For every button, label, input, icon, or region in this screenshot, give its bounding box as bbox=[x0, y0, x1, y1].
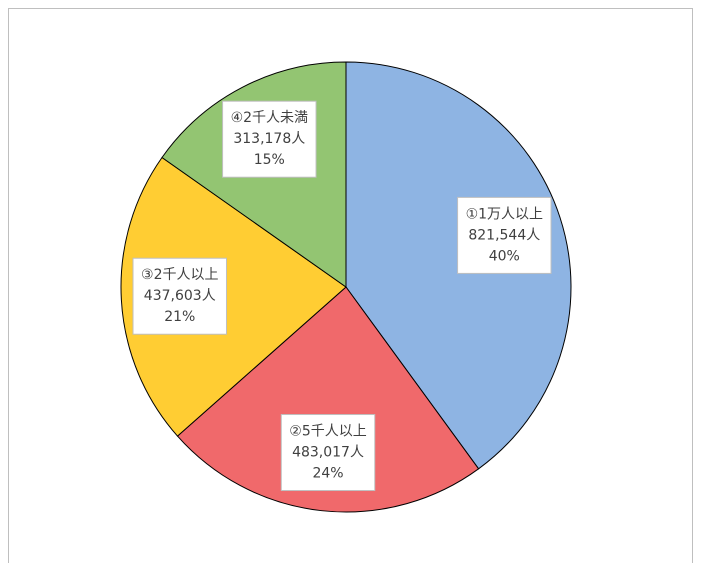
data-label: ④2千人未満 313,178人 15% bbox=[222, 100, 317, 178]
value-label: 313,178人 bbox=[233, 131, 305, 147]
category-label: ③2千人以上 bbox=[141, 267, 218, 283]
pie-slice bbox=[120, 156, 347, 437]
percentage-label: 15% bbox=[254, 152, 285, 168]
percentage-label: 40% bbox=[489, 248, 520, 264]
percentage-label: 24% bbox=[312, 466, 343, 482]
value-label: 437,603人 bbox=[144, 288, 216, 304]
data-label: ③2千人以上 437,603人 21% bbox=[132, 257, 227, 335]
label-box bbox=[132, 257, 227, 335]
category-label: ④2千人未満 bbox=[231, 110, 308, 126]
label-box bbox=[280, 414, 376, 492]
category-label: ②5千人以上 bbox=[289, 424, 366, 440]
percentage-label: 21% bbox=[164, 309, 195, 325]
category-label: ①1万人以上 bbox=[466, 206, 543, 222]
label-box bbox=[222, 100, 317, 178]
value-label: 821,544人 bbox=[468, 227, 540, 243]
label-box bbox=[457, 196, 552, 274]
data-label: ①1万人以上 821,544人 40% bbox=[457, 196, 552, 274]
value-label: 483,017人 bbox=[292, 445, 364, 461]
data-label: ②5千人以上 483,017人 24% bbox=[280, 414, 376, 492]
pie-slice bbox=[176, 286, 480, 513]
